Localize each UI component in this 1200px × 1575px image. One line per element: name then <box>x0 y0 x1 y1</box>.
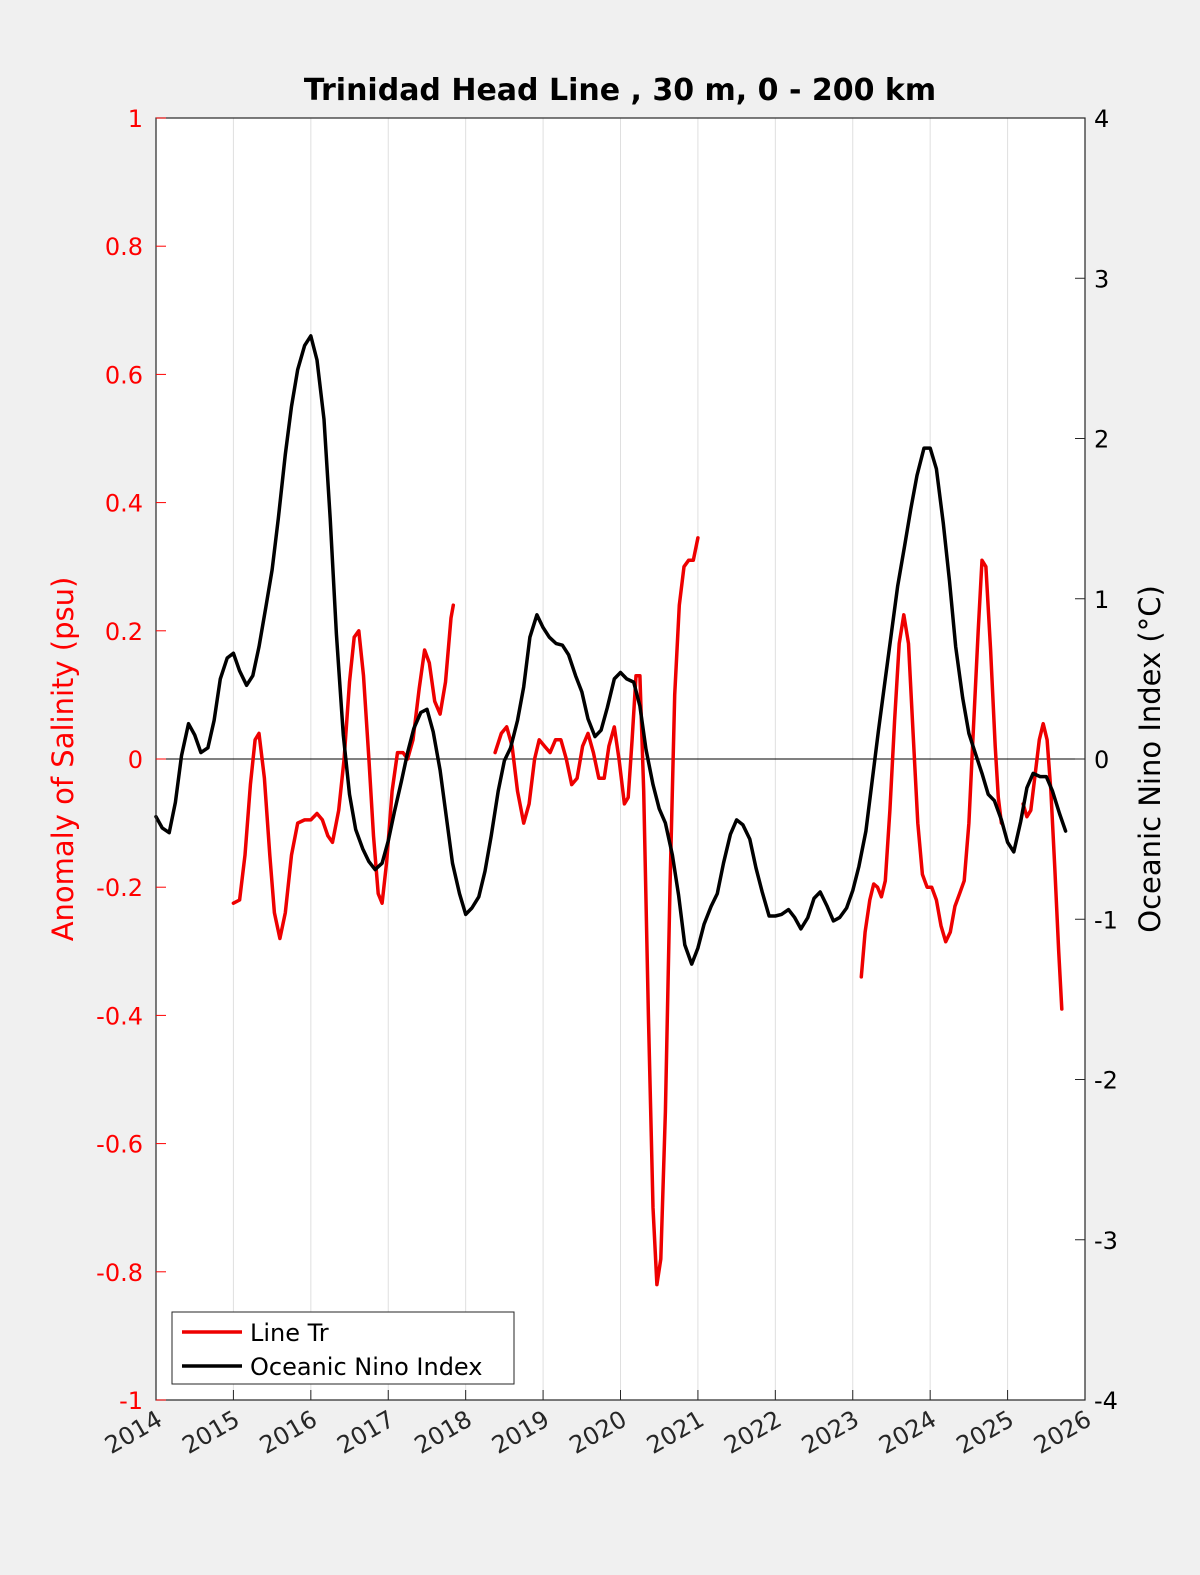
y-right-tick-label: -4 <box>1094 1387 1118 1415</box>
legend: Line Tr Oceanic Nino Index <box>171 1311 515 1385</box>
y-left-tick-label: 0.4 <box>105 490 143 518</box>
y-left-tick-label: 0.6 <box>105 361 143 389</box>
y-right-tick-label: -1 <box>1094 906 1118 934</box>
series-lines <box>154 334 1068 1287</box>
y-left-tick-label: 0.2 <box>105 618 143 646</box>
series-line-tr-segment <box>493 536 700 1287</box>
series-line-tr-segment <box>1021 721 1064 1011</box>
y-left-tick-label: -1 <box>119 1387 143 1415</box>
y-right-tick-label: 4 <box>1094 105 1109 133</box>
y-left-tick-label: 1 <box>128 105 143 133</box>
y-left-tick-label: 0.8 <box>105 233 143 261</box>
y-right-tick-label: 2 <box>1094 426 1109 454</box>
legend-label-line-tr: Line Tr <box>250 1319 329 1347</box>
y-axis-right-label: Oceanic Nino Index (°C) <box>1133 585 1167 933</box>
y-left-tick-label: -0.8 <box>96 1259 143 1287</box>
y-right-tick-label: -2 <box>1094 1067 1118 1095</box>
y-axis-left-label: Anomaly of Salinity (psu) <box>46 577 80 942</box>
legend-box <box>171 1311 515 1385</box>
y-right-tick-label: -3 <box>1094 1227 1118 1255</box>
y-right-tick-label: 3 <box>1094 265 1109 293</box>
legend-label-oni: Oceanic Nino Index <box>250 1353 482 1381</box>
y-right-tick-label: 1 <box>1094 586 1109 614</box>
y-left-tick-label: -0.6 <box>96 1131 143 1159</box>
series-line-tr-segment <box>859 558 1004 979</box>
chart-title: Trinidad Head Line , 30 m, 0 - 200 km <box>304 73 936 108</box>
y-left-tick-label: 0 <box>128 746 143 774</box>
y-left-tick-label: -0.4 <box>96 1002 143 1030</box>
y-right-tick-label: 0 <box>1094 746 1109 774</box>
y-left-tick-label: -0.2 <box>96 874 143 902</box>
series-oni-segment <box>154 334 1068 966</box>
series-line-tr-segment <box>231 603 456 941</box>
